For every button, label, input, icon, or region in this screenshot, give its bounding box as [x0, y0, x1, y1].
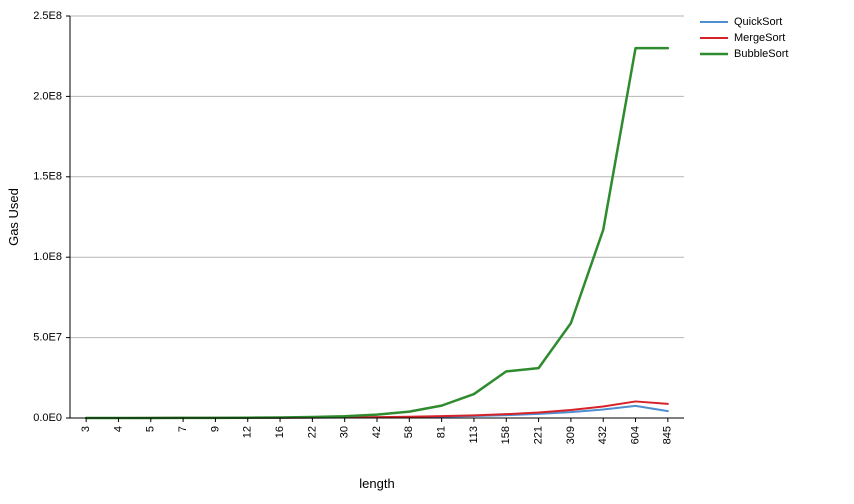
legend-label: MergeSort: [734, 32, 785, 44]
x-tick-label: 7: [177, 426, 189, 432]
y-axis-title: Gas Used: [6, 188, 21, 246]
x-tick-label: 58: [403, 426, 415, 438]
x-tick-label: 432: [597, 426, 609, 444]
chart-container: 0.0E0 5.0E7 1.0E8 1.5E8 2.0E8 2.5E8 3 4 5 7 9 12 16 2…: [0, 0, 854, 504]
x-tick-label: 4: [112, 426, 124, 432]
x-tick-label: 158: [500, 426, 512, 444]
y-tick-label: 2.0E8: [33, 90, 62, 102]
x-tick-label: 604: [629, 426, 641, 444]
x-tick-label: 30: [339, 426, 351, 438]
y-tick-label: 0.0E0: [33, 412, 62, 424]
x-tick-label: 81: [436, 426, 448, 438]
x-tick-label: 16: [274, 426, 286, 438]
line-chart: 0.0E0 5.0E7 1.0E8 1.5E8 2.0E8 2.5E8 3 4 5 7 9 12 16 2…: [0, 0, 854, 504]
y-tick-label: 5.0E7: [33, 332, 62, 344]
y-tick-label: 1.5E8: [33, 171, 62, 183]
y-tick-label: 1.0E8: [33, 251, 62, 263]
x-tick-label: 221: [532, 426, 544, 444]
x-tick-label: 9: [209, 426, 221, 432]
chart-background: [0, 0, 854, 504]
x-tick-label: 309: [565, 426, 577, 444]
x-tick-label: 22: [306, 426, 318, 438]
y-tick-label: 2.5E8: [33, 10, 62, 22]
x-tick-label: 845: [662, 426, 674, 444]
x-tick-label: 5: [145, 426, 157, 432]
x-tick-label: 3: [80, 426, 92, 432]
x-tick-label: 12: [242, 426, 254, 438]
x-tick-label: 113: [468, 426, 480, 444]
x-tick-label: 42: [371, 426, 383, 438]
legend-label: QuickSort: [734, 16, 782, 28]
x-axis-title: length: [359, 476, 394, 491]
legend: QuickSort MergeSort BubbleSort: [700, 16, 788, 60]
legend-label: BubbleSort: [734, 48, 788, 60]
